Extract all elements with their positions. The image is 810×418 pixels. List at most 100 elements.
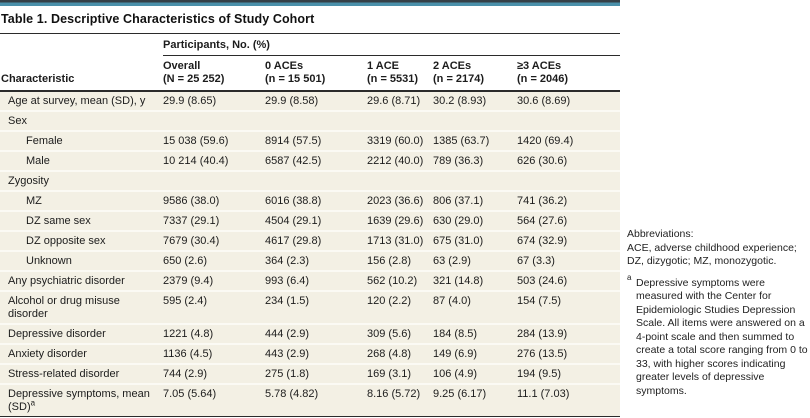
cell-value: 3319 (60.0) <box>367 130 433 151</box>
cell-value: 789 (36.3) <box>433 150 517 171</box>
cell-value: 309 (5.6) <box>367 323 433 344</box>
cell-value: 7337 (29.1) <box>163 210 265 231</box>
column-header: ≥3 ACEs (n = 2046) <box>517 55 621 92</box>
table-row: Male 10 214 (40.4) 6587 (42.5) 2212 (40.0) 7… <box>0 150 621 171</box>
cell-value: 562 (10.2) <box>367 270 433 291</box>
cell-value: 1136 (4.5) <box>163 343 265 364</box>
cell-value: 564 (27.6) <box>517 210 621 231</box>
cell-value: 120 (2.2) <box>367 290 433 324</box>
table-top-accent-bar <box>0 0 620 6</box>
row-label-text: Stress-related disorder <box>8 368 120 380</box>
row-label: Depressive disorder <box>0 323 163 344</box>
cell-value: 8.16 (5.72) <box>367 383 433 417</box>
cell-value: 29.6 (8.71) <box>367 91 433 111</box>
row-label-text: Male <box>26 155 50 167</box>
column-header-line2: (n = 5531) <box>367 73 419 85</box>
column-header-line2: (N = 25 252) <box>163 73 225 85</box>
table-header: Participants, No. (%) Characteristic Ove… <box>0 33 621 92</box>
row-label-text: Female <box>26 135 63 147</box>
row-label: Female <box>0 130 163 151</box>
row-label-text: MZ <box>26 195 42 207</box>
cell-value: 444 (2.9) <box>265 323 367 344</box>
cell-value: 650 (2.6) <box>163 250 265 271</box>
row-label: Sex <box>0 110 621 131</box>
cell-value: 9.25 (6.17) <box>433 383 517 417</box>
column-header: 0 ACEs (n = 15 501) <box>265 55 367 92</box>
row-label: Alcohol or drug misuse disorder <box>0 290 163 324</box>
column-header-line1: ≥3 ACEs <box>517 60 562 72</box>
column-header-row: Characteristic Overall (N = 25 252) 0 ACEs… <box>0 55 621 92</box>
row-label: Any psychiatric disorder <box>0 270 163 291</box>
column-header: Overall (N = 25 252) <box>163 55 265 92</box>
cell-value: 4504 (29.1) <box>265 210 367 231</box>
cell-value: 1221 (4.8) <box>163 323 265 344</box>
column-header-line2: (n = 15 501) <box>265 73 326 85</box>
row-label: Anxiety disorder <box>0 343 163 364</box>
cell-value: 10 214 (40.4) <box>163 150 265 171</box>
row-label-text: Any psychiatric disorder <box>8 275 125 287</box>
cell-value: 6587 (42.5) <box>265 150 367 171</box>
section-row: Sex <box>0 110 621 131</box>
cell-value: 11.1 (7.03) <box>517 383 621 417</box>
cell-value: 194 (9.5) <box>517 363 621 384</box>
table-row: Stress-related disorder 744 (2.9) 275 (1.8… <box>0 363 621 384</box>
cell-value: 443 (2.9) <box>265 343 367 364</box>
table-row: Depressive disorder 1221 (4.8) 444 (2.9) 30… <box>0 323 621 344</box>
abbreviations-note: Abbreviations: ACE, adverse childhood ex… <box>627 228 808 269</box>
cell-value: 744 (2.9) <box>163 363 265 384</box>
cell-value: 630 (29.0) <box>433 210 517 231</box>
row-label-text: Depressive disorder <box>8 328 106 340</box>
table-1-card: Table 1. Descriptive Characteristics of … <box>0 0 621 417</box>
section-row: Zygosity <box>0 170 621 191</box>
cell-value: 184 (8.5) <box>433 323 517 344</box>
row-label-text: Depressive symptoms, mean (SD) <box>8 388 150 413</box>
column-header-line1: 2 ACEs <box>433 60 472 72</box>
cell-value: 675 (31.0) <box>433 230 517 251</box>
row-label: MZ <box>0 190 163 211</box>
row-label-text: DZ same sex <box>26 215 91 227</box>
abbreviations-label: Abbreviations: <box>627 228 694 240</box>
table-row: MZ 9586 (38.0) 6016 (38.8) 2023 (36.6) 806 (… <box>0 190 621 211</box>
table-row: Any psychiatric disorder 2379 (9.4) 993 (6… <box>0 270 621 291</box>
cohort-table: Participants, No. (%) Characteristic Ove… <box>0 33 621 417</box>
footnote-a: a Depressive symptoms were measured with… <box>627 272 808 397</box>
row-label: Zygosity <box>0 170 621 191</box>
table-row: Age at survey, mean (SD), y 29.9 (8.65) 29… <box>0 91 621 111</box>
row-label: DZ opposite sex <box>0 230 163 251</box>
cell-value: 741 (36.2) <box>517 190 621 211</box>
row-label: Stress-related disorder <box>0 363 163 384</box>
cell-value: 993 (6.4) <box>265 270 367 291</box>
footnote-a-text: Depressive symptoms were measured with t… <box>636 276 808 397</box>
row-label-text: DZ opposite sex <box>26 235 106 247</box>
row-label: Age at survey, mean (SD), y <box>0 91 163 111</box>
row-label-text: Sex <box>8 115 27 127</box>
table-row: Alcohol or drug misuse disorder 595 (2.4)… <box>0 290 621 324</box>
abbreviations-text: ACE, adverse childhood experience; DZ, d… <box>627 241 797 268</box>
cell-value: 30.2 (8.93) <box>433 91 517 111</box>
table-body: Age at survey, mean (SD), y 29.9 (8.65) 29… <box>0 91 621 417</box>
cell-value: 626 (30.6) <box>517 150 621 171</box>
cell-value: 15 038 (59.6) <box>163 130 265 151</box>
group-header-spacer <box>0 33 163 56</box>
group-header: Participants, No. (%) <box>163 33 621 56</box>
cell-value: 234 (1.5) <box>265 290 367 324</box>
cell-value: 321 (14.8) <box>433 270 517 291</box>
cell-value: 9586 (38.0) <box>163 190 265 211</box>
cell-value: 29.9 (8.58) <box>265 91 367 111</box>
cell-value: 156 (2.8) <box>367 250 433 271</box>
row-label: DZ same sex <box>0 210 163 231</box>
row-label-superscript: a <box>30 398 36 408</box>
cell-value: 2023 (36.6) <box>367 190 433 211</box>
cell-value: 2212 (40.0) <box>367 150 433 171</box>
table-row: DZ same sex 7337 (29.1) 4504 (29.1) 1639 (2… <box>0 210 621 231</box>
column-header-characteristic: Characteristic <box>0 55 163 92</box>
row-label-text: Alcohol or drug misuse disorder <box>8 295 120 320</box>
table-row: Anxiety disorder 1136 (4.5) 443 (2.9) 268 (… <box>0 343 621 364</box>
cell-value: 806 (37.1) <box>433 190 517 211</box>
row-label-text: Zygosity <box>8 175 49 187</box>
cell-value: 268 (4.8) <box>367 343 433 364</box>
cell-value: 1385 (63.7) <box>433 130 517 151</box>
cell-value: 87 (4.0) <box>433 290 517 324</box>
cell-value: 63 (2.9) <box>433 250 517 271</box>
